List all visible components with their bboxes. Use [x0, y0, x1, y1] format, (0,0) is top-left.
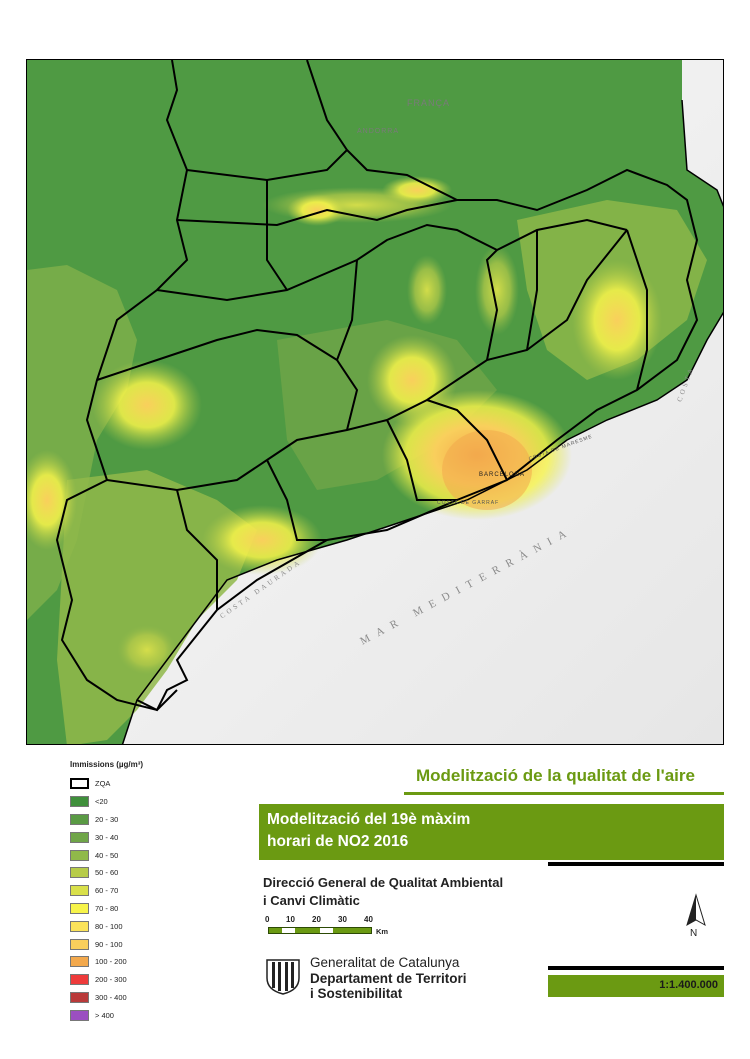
legend-label: 300 - 400	[95, 992, 127, 1002]
north-arrow-icon	[686, 893, 706, 927]
organization-line2: i Canvi Climàtic	[263, 893, 360, 908]
legend-item: 200 - 300	[70, 971, 240, 989]
legend-label: ZQA	[95, 779, 111, 789]
legend: Immissions (µg/m³) ZQA <20 20 - 30 30 - 40 4…	[70, 760, 240, 1024]
legend-swatch	[70, 902, 89, 914]
legend-label: 60 - 70	[95, 886, 119, 896]
scale-ratio: 1:1.400.000	[659, 979, 718, 991]
department-name-line2: i Sostenibilitat	[310, 986, 403, 1001]
scale-tick-20: 20	[312, 915, 321, 924]
legend-label: 80 - 100	[95, 921, 123, 931]
subtitle-line1: Modelització del 19è màxim	[267, 811, 471, 828]
divider-rule-2	[548, 966, 724, 970]
main-title: Modelització de la qualitat de l'aire	[416, 766, 695, 785]
legend-swatch	[70, 974, 89, 986]
legend-label: 40 - 50	[95, 850, 119, 860]
label-costa-garraf: COSTA DE GARRAF	[437, 500, 500, 506]
legend-rows: ZQA <20 20 - 30 30 - 40 40 - 50 50 - 60 60 - 7…	[70, 775, 240, 1024]
scale-tick-0: 0	[265, 915, 270, 924]
legend-label: 200 - 300	[95, 975, 127, 985]
legend-label: 70 - 80	[95, 903, 119, 913]
generalitat-logo-icon	[266, 959, 300, 995]
north-label: N	[690, 928, 698, 939]
zqa-boundaries	[55, 60, 699, 712]
subtitle-text: Modelització del 19è màxim horari de NO2…	[267, 809, 470, 853]
girona-hotspot	[572, 260, 662, 380]
label-andorra: ANDORRA	[357, 128, 400, 135]
scale-unit: Km	[376, 927, 389, 936]
lleida-hotspot	[92, 360, 202, 450]
legend-item: 70 - 80	[70, 900, 240, 918]
legend-title: Immissions (µg/m³)	[70, 760, 144, 769]
legend-item: 60 - 70	[70, 882, 240, 900]
legend-item: 90 - 100	[70, 935, 240, 953]
legend-item: 80 - 100	[70, 917, 240, 935]
subtitle-box: Modelització del 19è màxim horari de NO2…	[259, 804, 724, 860]
scale-tick-40: 40	[364, 915, 373, 924]
organization-line1: Direcció General de Qualitat Ambiental	[263, 875, 504, 890]
legend-swatch	[70, 796, 89, 808]
department-name-line1: Departament de Territori	[310, 971, 467, 986]
subtitle-line2: horari de NO2 2016	[267, 833, 409, 850]
government-name: Generalitat de Catalunya	[310, 955, 460, 970]
legend-item: <20	[70, 793, 240, 811]
organization-name: Direcció General de Qualitat Ambiental i…	[263, 874, 503, 910]
coastline	[121, 99, 723, 744]
label-barcelona: BARCELONA	[479, 472, 526, 478]
legend-swatch	[70, 991, 89, 1003]
legend-label: > 400	[95, 1010, 114, 1020]
legend-item: 100 - 200	[70, 953, 240, 971]
legend-label: 20 - 30	[95, 814, 119, 824]
map-frame: FRANÇA ANDORRA BARCELONA COSTA DE GARRAF…	[26, 59, 724, 745]
pollution-map	[27, 60, 723, 744]
legend-swatch	[70, 831, 89, 843]
scale-bar-graphic	[268, 927, 372, 934]
legend-item: > 400	[70, 1006, 240, 1024]
legend-item: 300 - 400	[70, 989, 240, 1007]
legend-label: 100 - 200	[95, 957, 127, 967]
scale-tick-30: 30	[338, 915, 347, 924]
legend-swatch	[70, 938, 89, 950]
legend-item: 50 - 60	[70, 864, 240, 882]
legend-swatch	[70, 867, 89, 879]
legend-item: 30 - 40	[70, 828, 240, 846]
legend-swatch	[70, 885, 89, 897]
legend-label: 50 - 60	[95, 868, 119, 878]
legend-label: 90 - 100	[95, 939, 123, 949]
scale-tick-10: 10	[286, 915, 295, 924]
legend-swatch	[70, 1009, 89, 1021]
legend-swatch	[70, 813, 89, 825]
legend-swatch	[70, 849, 89, 861]
legend-swatch	[70, 920, 89, 932]
scale-ratio-box: 1:1.400.000	[548, 975, 724, 997]
title-rule	[404, 792, 724, 795]
legend-swatch	[70, 778, 89, 790]
legend-item: 20 - 30	[70, 811, 240, 829]
legend-item: 40 - 50	[70, 846, 240, 864]
divider-rule	[548, 862, 724, 866]
legend-label: <20	[95, 797, 108, 807]
legend-item: ZQA	[70, 775, 240, 793]
label-franca: FRANÇA	[407, 98, 451, 108]
legend-label: 30 - 40	[95, 832, 119, 842]
legend-swatch	[70, 956, 89, 968]
